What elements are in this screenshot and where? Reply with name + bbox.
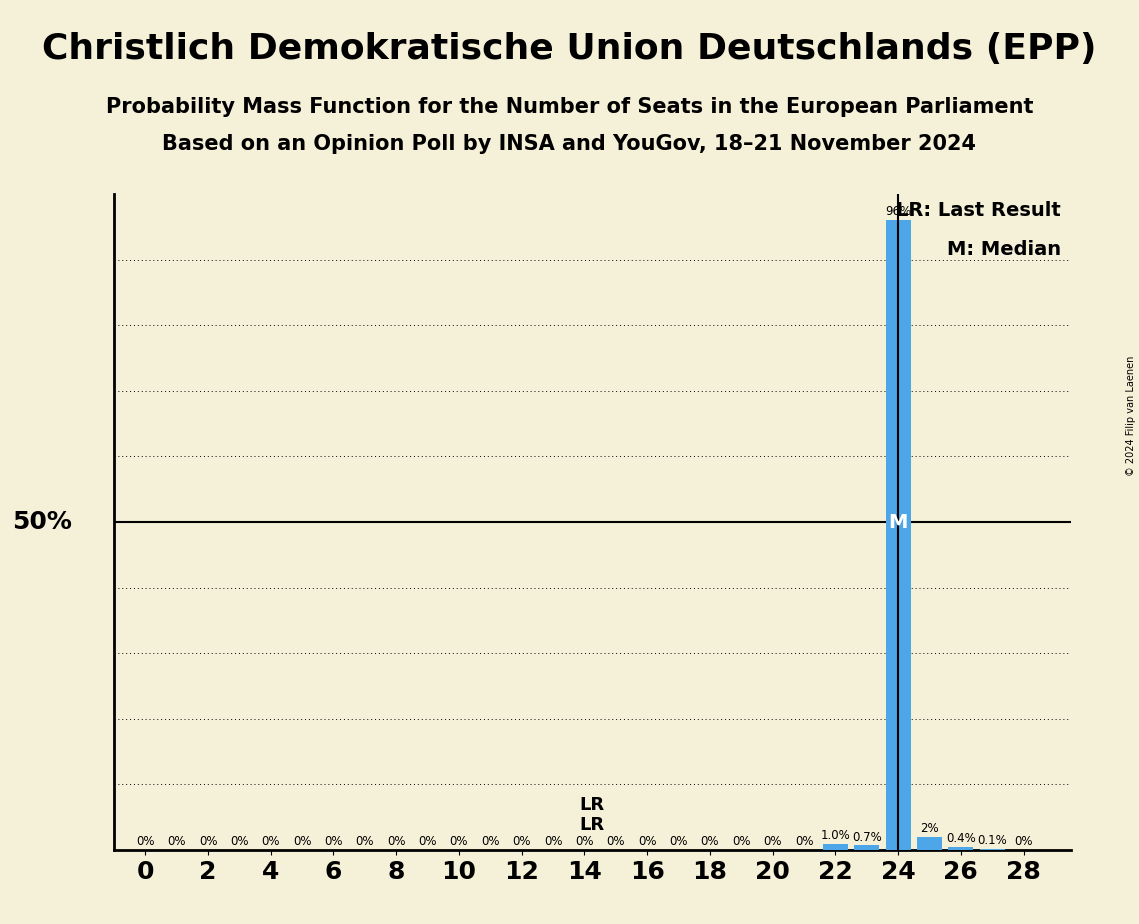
Text: 1.0%: 1.0% [820,829,851,842]
Text: 2%: 2% [920,822,939,835]
Text: 0%: 0% [513,835,531,848]
Text: 0%: 0% [355,835,374,848]
Text: 0%: 0% [481,835,500,848]
Text: 0%: 0% [262,835,280,848]
Text: 0.4%: 0.4% [947,833,976,845]
Bar [949,847,974,850]
Text: M: Median: M: Median [947,240,1062,259]
Bar [822,844,847,850]
Text: 0%: 0% [293,835,311,848]
Text: LR: LR [580,816,605,833]
Text: 0%: 0% [167,835,186,848]
Text: 0%: 0% [387,835,405,848]
Text: 0%: 0% [575,835,593,848]
Text: Based on an Opinion Poll by INSA and YouGov, 18–21 November 2024: Based on an Opinion Poll by INSA and You… [163,134,976,154]
Text: 0%: 0% [670,835,688,848]
Text: Christlich Demokratische Union Deutschlands (EPP): Christlich Demokratische Union Deutschla… [42,32,1097,67]
Text: 50%: 50% [13,510,72,534]
Text: 0%: 0% [607,835,625,848]
Text: Probability Mass Function for the Number of Seats in the European Parliament: Probability Mass Function for the Number… [106,97,1033,117]
Text: 0%: 0% [450,835,468,848]
Text: 0%: 0% [1015,835,1033,848]
Text: 0%: 0% [136,835,155,848]
Text: 0.1%: 0.1% [977,834,1007,847]
Text: 0%: 0% [795,835,813,848]
Text: 0%: 0% [418,835,437,848]
Text: 0%: 0% [325,835,343,848]
Text: 0%: 0% [543,835,563,848]
Bar [854,845,879,850]
Text: 0%: 0% [199,835,218,848]
Text: M: M [888,513,908,531]
Text: 0%: 0% [700,835,719,848]
Text: 0%: 0% [732,835,751,848]
Text: LR: LR [580,796,605,814]
Text: 0%: 0% [230,835,248,848]
Bar [917,837,942,850]
Bar [886,220,911,850]
Text: 0.7%: 0.7% [852,831,882,844]
Text: 96%: 96% [885,205,911,218]
Text: LR: Last Result: LR: Last Result [896,201,1062,220]
Text: 0%: 0% [638,835,656,848]
Text: © 2024 Filip van Laenen: © 2024 Filip van Laenen [1126,356,1136,476]
Text: 0%: 0% [763,835,781,848]
